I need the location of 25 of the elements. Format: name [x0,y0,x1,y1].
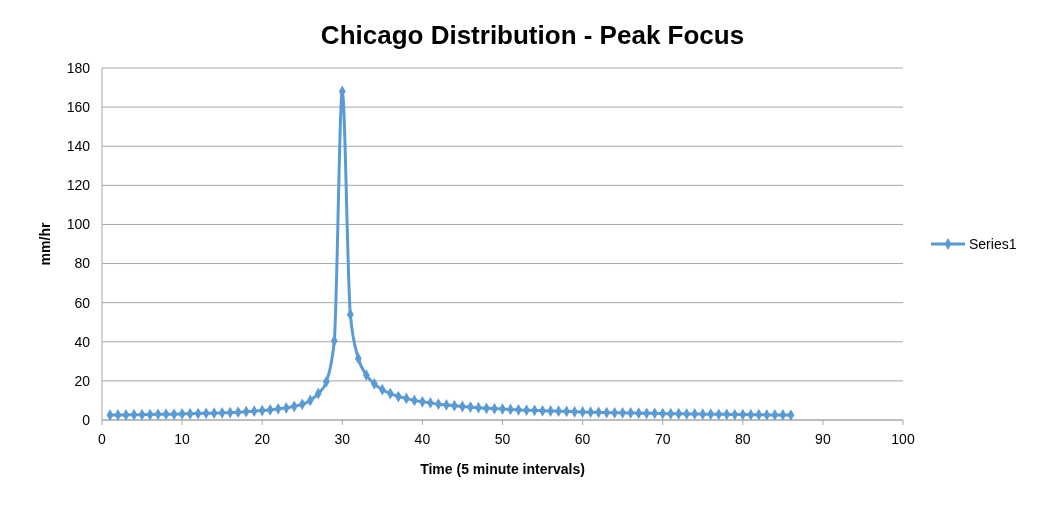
y-tick-label: 60 [74,294,91,311]
x-axis-title: Time (5 minute intervals) [420,461,585,477]
x-tick-label: 20 [254,431,271,447]
x-tick-label: 30 [334,431,351,447]
y-axis-title: mm/hr [37,222,53,266]
y-tick-label: 20 [74,372,91,389]
x-tick-label: 100 [891,431,915,447]
x-tick-label: 70 [654,431,671,447]
y-tick-label: 160 [66,99,91,116]
y-tick-label: 100 [66,216,91,233]
x-tick-label: 90 [815,431,831,447]
y-tick-label: 140 [66,138,91,155]
x-tick-label: 50 [494,431,511,447]
x-tick-label: 10 [174,431,191,447]
x-tick-label: 0 [98,431,107,447]
chart-title: Chicago Distribution - Peak Focus [320,20,745,50]
legend-label: Series1 [969,235,1017,252]
y-tick-label: 0 [82,411,91,428]
x-tick-label: 80 [735,431,751,447]
y-tick-label: 40 [74,333,91,350]
x-tick-label: 40 [414,431,431,447]
x-tick-label: 60 [574,431,591,447]
y-tick-label: 80 [74,255,91,272]
y-tick-label: 120 [66,177,91,194]
y-tick-label: 180 [66,59,91,76]
